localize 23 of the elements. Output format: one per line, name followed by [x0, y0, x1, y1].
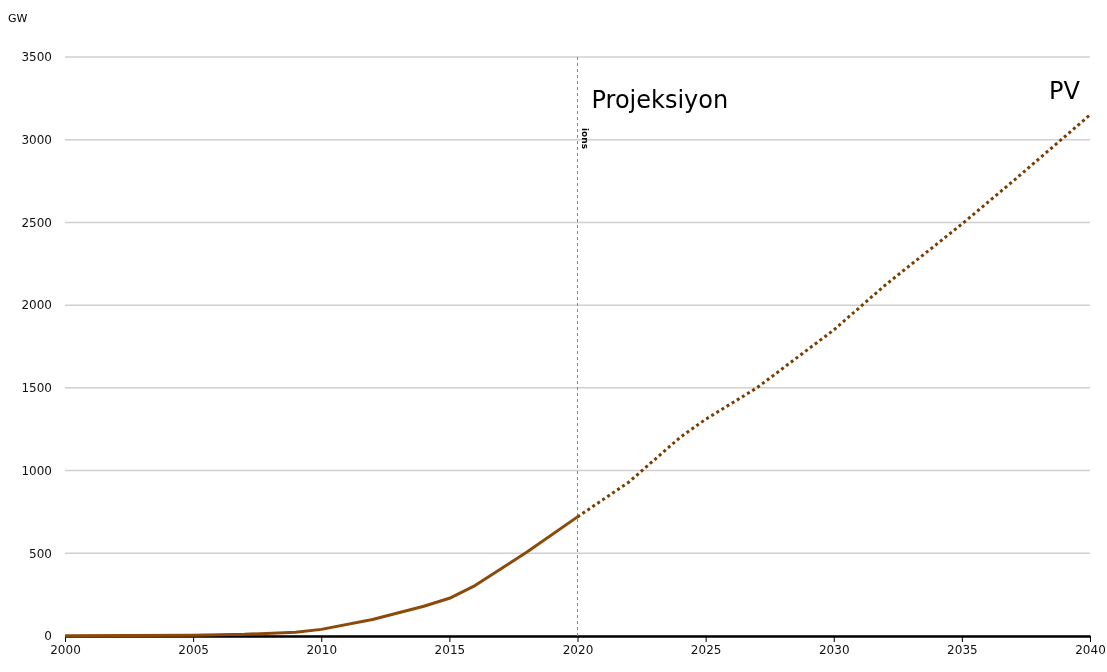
y-tick-label: 3500: [21, 50, 52, 65]
line-series: [576, 113, 1092, 519]
y-tick-label: 500: [29, 546, 52, 561]
ref-line-label: Projeksiyon: [591, 86, 729, 114]
x-tick-label: 2040: [1075, 642, 1106, 657]
x-tick-label: 2000: [50, 642, 81, 657]
y-tick-label: 3000: [21, 133, 52, 148]
y-tick-label: 1000: [21, 463, 52, 478]
y-tick-label: 1500: [21, 381, 52, 396]
x-tick-label: 2030: [818, 642, 850, 657]
x-tick-label: 2015: [434, 642, 466, 657]
y-axis-title: GW: [8, 12, 28, 25]
series-label: PV: [1049, 76, 1081, 105]
y-tick-label: 0: [44, 629, 52, 644]
x-tick-label: 2025: [690, 642, 722, 657]
line-series: [63, 515, 579, 638]
annotation: ions: [579, 128, 590, 150]
y-tick-label: 2500: [21, 215, 52, 230]
x-tick-label: 2010: [306, 642, 338, 657]
x-tick-label: 2020: [562, 642, 594, 657]
y-tick-label: 2000: [21, 298, 52, 313]
x-tick-label: 2005: [178, 642, 209, 657]
x-tick-label: 2035: [947, 642, 978, 657]
